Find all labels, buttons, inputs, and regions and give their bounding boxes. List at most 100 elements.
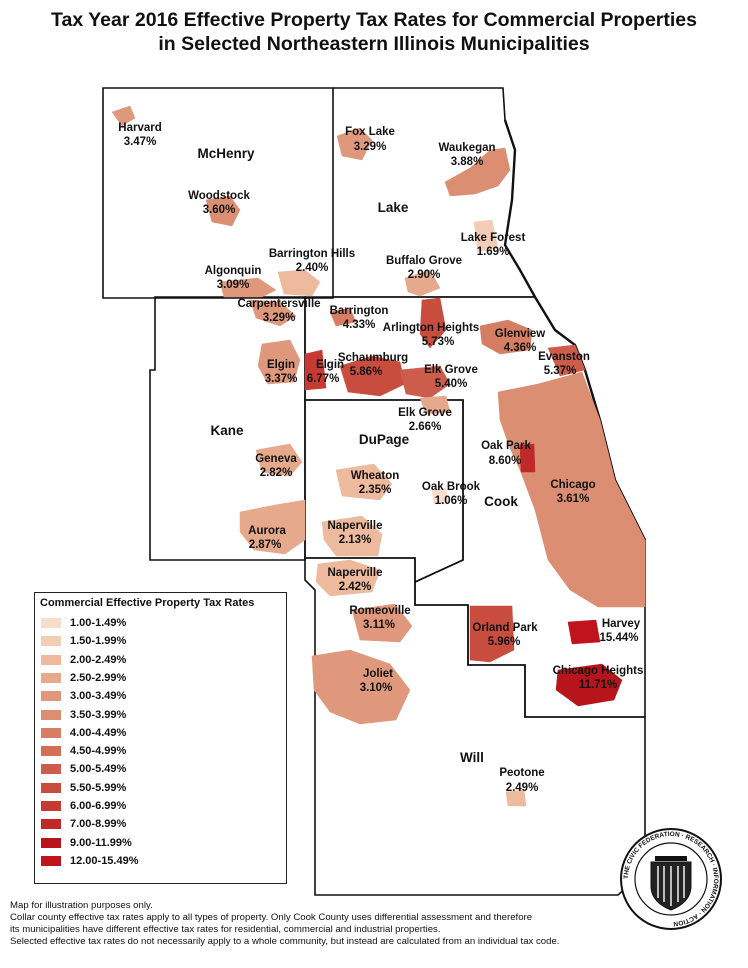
label-aurora-name: Aurora: [248, 525, 286, 537]
label-wheaton-name: Wheaton: [351, 470, 400, 482]
label-orlandpark-name: Orland Park: [472, 622, 538, 634]
county-label-lake: Lake: [378, 200, 409, 215]
will-boundary: [304, 557, 646, 896]
label-elkgrovedupage-rate: 2.66%: [409, 421, 442, 433]
legend-item: 2.00-2.49%: [41, 652, 126, 668]
title-line-2: in Selected Northeastern Illinois Munici…: [158, 33, 590, 55]
glenview-area: [479, 319, 533, 355]
arlingtonheights-area: [419, 297, 447, 349]
geneva-area: [255, 443, 303, 477]
legend-item: 4.50-4.99%: [41, 743, 126, 759]
label-foxlake-name: Fox Lake: [345, 126, 395, 138]
label-buffalogrove-name: Buffalo Grove: [386, 255, 462, 267]
legend-item: 3.00-3.49%: [41, 688, 126, 704]
romeoville-area: [351, 603, 413, 643]
label-harvard-name: Harvard: [118, 122, 161, 134]
label-joliet-rate: 3.10%: [360, 682, 393, 694]
footnotes: Map for illustration purposes only. Coll…: [10, 900, 740, 948]
county-label-cook: Cook: [484, 494, 518, 509]
map-title: Tax Year 2016 Effective Property Tax Rat…: [0, 8, 748, 56]
label-oakpark-rate: 8.60%: [489, 455, 522, 467]
label-oakbrook-rate: 1.06%: [435, 495, 468, 507]
legend-item: 5.00-5.49%: [41, 761, 126, 777]
municipality-shapes: [111, 105, 646, 807]
label-napervilledupage-name: Naperville: [328, 520, 383, 532]
legend-label: 2.50-2.99%: [70, 671, 127, 684]
label-schaumburg-rate: 5.86%: [350, 366, 383, 378]
label-schaumburg-name: Schaumburg: [338, 352, 408, 364]
label-evanston-rate: 5.37%: [544, 365, 577, 377]
label-oakbrook-name: Oak Brook: [422, 481, 481, 493]
legend-swatch: [41, 618, 61, 628]
legend-label: 2.00-2.49%: [70, 653, 127, 666]
woodstock-area: [205, 195, 241, 227]
legend-item: 1.00-1.49%: [41, 615, 126, 631]
napervillewill-area: [315, 559, 381, 597]
label-waukegan-name: Waukegan: [438, 142, 495, 154]
label-elginkane-name: Elgin: [267, 359, 295, 371]
elgincook-area: [304, 349, 327, 391]
elkgrovedupage-area: [419, 395, 451, 415]
legend-label: 6.00-6.99%: [70, 800, 127, 812]
legend-item: 12.00-15.49%: [41, 853, 139, 869]
legend-label: 7.00-8.99%: [70, 818, 127, 831]
chicago-area: [497, 371, 646, 608]
label-evanston-name: Evanston: [538, 351, 590, 363]
label-aurora-rate: 2.87%: [249, 539, 282, 551]
label-peotone-rate: 2.49%: [506, 782, 539, 794]
legend-swatch: [41, 709, 61, 720]
label-elgincook-name: Elgin: [316, 359, 344, 371]
wheaton-area: [335, 463, 393, 501]
label-elkgrovecook-rate: 5.40%: [435, 378, 468, 390]
oakbrook-area: [431, 487, 449, 505]
title-line-1: Tax Year 2016 Effective Property Tax Rat…: [51, 9, 697, 31]
label-napervillewill-name: Naperville: [328, 567, 383, 579]
label-chicagoheights-name: Chicago Heights: [553, 665, 644, 677]
legend-item: 3.50-3.99%: [41, 707, 126, 723]
legend-label: 9.00-11.99%: [70, 836, 132, 849]
label-algonquin-rate: 3.09%: [217, 279, 250, 291]
label-oakpark-name: Oak Park: [481, 440, 531, 452]
county-label-kane: Kane: [210, 423, 244, 438]
label-lakeforest-rate: 1.69%: [477, 246, 510, 258]
label-glenview-rate: 4.36%: [504, 342, 537, 354]
label-carpentersville-rate: 3.29%: [263, 312, 296, 324]
county-label-mchenry: McHenry: [197, 146, 255, 161]
elginkane-area: [257, 339, 301, 385]
legend-label: 1.00-1.49%: [70, 617, 127, 629]
legend-item: 1.50-1.99%: [41, 633, 126, 649]
label-arlingtonheights-name: Arlington Heights: [383, 322, 479, 334]
label-elkgrovedupage-name: Elk Grove: [398, 407, 452, 419]
label-romeoville-name: Romeoville: [349, 605, 410, 617]
label-harvard-rate: 3.47%: [124, 136, 157, 148]
county-labels: McHenry Lake Kane DuPage Cook Will: [197, 146, 518, 765]
barrington-area: [329, 307, 357, 327]
label-wheaton-rate: 2.35%: [359, 484, 392, 496]
legend-swatch: [41, 801, 61, 811]
carpentersville-area: [249, 299, 297, 327]
harvey-area: [567, 619, 601, 645]
label-arlingtonheights-rate: 5.73%: [422, 336, 455, 348]
label-harvey-rate: 15.44%: [599, 632, 638, 644]
legend-swatch: [41, 654, 61, 665]
label-peotone-name: Peotone: [499, 767, 544, 779]
legend-label: 1.50-1.99%: [70, 635, 127, 648]
label-barrington-rate: 4.33%: [343, 319, 376, 331]
waukegan-area: [444, 147, 511, 197]
legend-swatch: [41, 837, 61, 848]
label-orlandpark-rate: 5.96%: [488, 636, 521, 648]
label-elginkane-rate: 3.37%: [265, 373, 298, 385]
county-label-dupage: DuPage: [359, 432, 410, 447]
label-romeoville-rate: 3.11%: [363, 619, 395, 631]
label-chicago-name: Chicago: [550, 479, 595, 491]
barringtonhills-area: [277, 269, 321, 297]
label-chicago-rate: 3.61%: [557, 493, 590, 505]
footnote-4: Selected effective tax rates do not nece…: [10, 936, 560, 947]
aurora-area: [239, 499, 306, 555]
label-carpentersville-name: Carpentersville: [237, 298, 320, 310]
legend-swatch: [41, 764, 61, 775]
civic-federation-seal: THE CIVIC FEDERATION · RESEARCH · INFORM…: [620, 828, 722, 930]
orlandpark-area: [469, 605, 515, 663]
label-woodstock-rate: 3.60%: [203, 204, 236, 216]
